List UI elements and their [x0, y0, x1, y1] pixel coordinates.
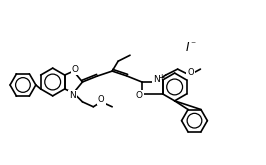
Text: O: O — [98, 95, 105, 104]
Text: O: O — [187, 68, 194, 77]
Text: O: O — [135, 91, 143, 100]
Text: ⁻: ⁻ — [190, 40, 195, 50]
Text: N: N — [153, 75, 160, 83]
Text: I: I — [186, 41, 189, 54]
Text: N: N — [69, 91, 76, 100]
Text: O: O — [72, 65, 79, 74]
Text: +: + — [159, 73, 165, 82]
